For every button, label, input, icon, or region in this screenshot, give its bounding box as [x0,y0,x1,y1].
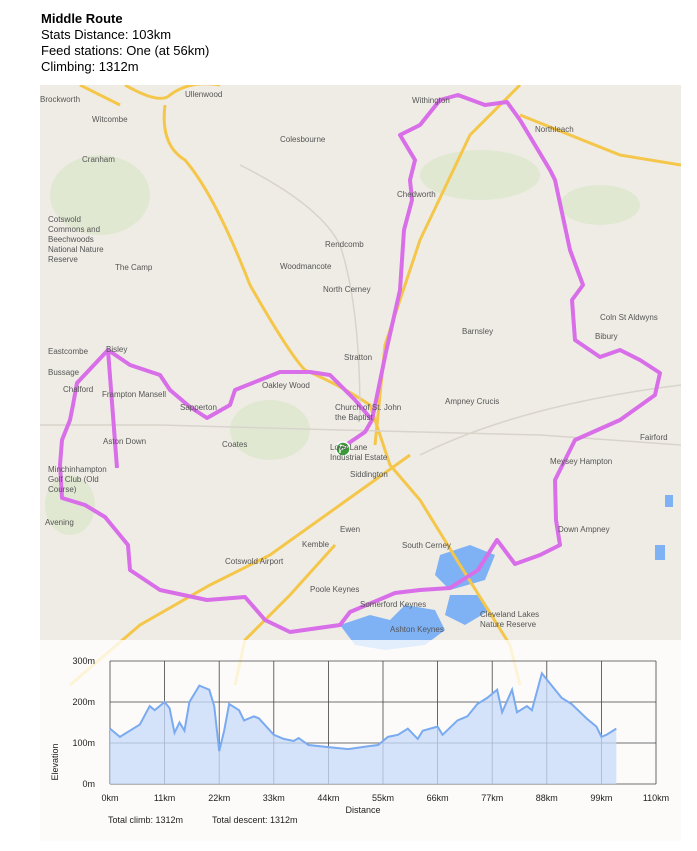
x-tick-label: 77km [481,793,503,803]
map-label: Stratton [344,353,373,362]
map-label: Ampney Crucis [445,397,500,406]
map-label: Eastcombe [48,347,89,356]
map-label: Coln St Aldwyns [600,313,658,322]
map-label: Chalford [63,385,94,394]
map-label: South Cerney [402,541,451,550]
x-tick-label: 0km [101,793,118,803]
map-label: Ewen [340,525,361,534]
map-label: Oakley Wood [262,381,310,390]
x-tick-label: 11km [154,793,175,803]
elevation-line [109,671,617,752]
y-tick-label: 100m [72,738,95,748]
map-label: Northleach [535,125,574,134]
map-label: Chedworth [397,190,436,199]
woodland [45,150,640,535]
x-tick-label: 66km [427,793,449,803]
x-tick-label: 55km [372,793,394,803]
x-tick-label: 44km [317,793,339,803]
map-label: Kemble [302,540,330,549]
map-label: Bibury [595,332,618,341]
y-tick-label: 200m [72,697,95,707]
map-label: Sapperton [180,403,217,412]
elevation-chart: 0km 11km 22km 33km 44km 55km 66km 77km 88km 99km 1… [50,656,669,815]
route-distance: Stats Distance: 103km [41,27,172,42]
y-tick-label: 0m [82,779,95,789]
map-label: Cotswold Commons and Beechwoods National… [48,215,104,264]
x-tick-label: 99km [590,793,612,803]
map-label: Cleveland Lakes Nature Reserve [480,610,540,629]
y-axis-label: Elevation [50,743,60,780]
map-label: Bussage [48,368,80,377]
map-label: Barnsley [462,327,494,336]
total-climb: Total climb: 1312m [108,815,184,825]
route-line[interactable] [58,93,662,634]
map-label: Colesbourne [280,135,326,144]
minor-roads [40,164,681,456]
start-flag-icon[interactable] [335,441,351,457]
map-label: Frampton Mansell [102,390,167,399]
x-tick-label: 110km [643,793,669,803]
y-tick-label: 300m [72,656,95,666]
x-tick-label: 88km [536,793,558,803]
route-title: Middle Route [41,11,123,26]
map-label: Minchinhampton Golf Club (Old Course) [48,465,107,494]
map-label: Love Lane Industrial Estate [330,443,388,462]
map-label: Coates [222,440,248,449]
elevation-area [110,673,617,784]
map-label: Fairford [640,433,668,442]
route-feed-stations: Feed stations: One (at 56km) [41,43,210,58]
map-label: The Camp [115,263,153,272]
x-axis-label: Distance [345,805,380,815]
map-label: Cotswold Airport [225,557,284,566]
x-tick-label: 22km [208,793,230,803]
lakes [340,495,673,650]
map-label: Ullenwood [185,90,223,99]
map-label: Witcombe [92,115,128,124]
route-info: Middle Route Stats Distance: 103km Feed … [41,11,209,75]
map-label: Cranham [82,155,115,164]
map-label: Withington [412,96,450,105]
route-climbing: Climbing: 1312m [41,59,139,74]
map-label: Poole Keynes [310,585,360,594]
map-label: Church of St. John the Baptist [335,403,402,422]
map-layer [40,85,681,687]
map-label: Aston Down [103,437,147,446]
roads [69,85,681,687]
map-label: Ashton Keynes [390,625,444,634]
map-label: Siddington [350,470,388,479]
map-label: North Cerney [323,285,371,294]
map-label: Bisley [106,345,128,354]
map-label: Woodmancote [280,262,332,271]
map-label: Meysey Hampton [550,457,613,466]
map-label: Somerford Keynes [360,600,427,609]
x-tick-label: 33km [263,793,285,803]
map-label: Avening [45,518,74,527]
total-descent: Total descent: 1312m [212,815,298,825]
map-label: Rendcomb [325,240,364,249]
route-line[interactable] [106,348,374,469]
map-label: Brockworth [40,95,81,104]
map-label: Down Ampney [558,525,610,534]
